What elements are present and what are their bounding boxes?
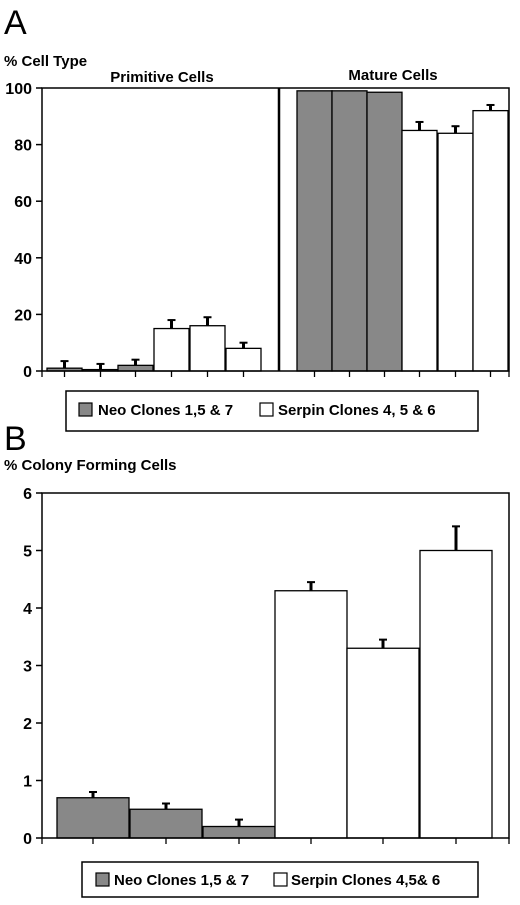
y-tick-label: 3 bbox=[23, 659, 32, 676]
bar-serpin bbox=[401, 129, 438, 372]
bar-serpin bbox=[189, 325, 226, 372]
legend-swatch-serpin bbox=[273, 872, 288, 887]
y-tick-label: 0 bbox=[23, 831, 32, 848]
bar-serpin bbox=[274, 590, 348, 839]
panel-a-y-axis-label: % Cell Type bbox=[4, 53, 87, 70]
panel-a-legend: Neo Clones 1,5 & 7 Serpin Clones 4, 5 & … bbox=[65, 390, 479, 432]
legend-swatch-neo bbox=[95, 872, 110, 887]
y-tick-label: 2 bbox=[23, 716, 32, 733]
y-tick-label: 80 bbox=[14, 138, 32, 155]
bar-serpin bbox=[437, 132, 474, 372]
bar-serpin bbox=[225, 347, 262, 372]
y-tick-label: 0 bbox=[23, 364, 32, 381]
panel-b-chart: B % Colony Forming Cells 0 1 2 3 4 5 6 Neo Clo… bbox=[4, 420, 510, 898]
y-tick-label: 6 bbox=[23, 486, 32, 503]
panel-b-y-axis-label: % Colony Forming Cells bbox=[4, 457, 177, 474]
y-tick-label: 100 bbox=[5, 81, 32, 98]
panel-b-legend: Neo Clones 1,5 & 7 Serpin Clones 4,5& 6 bbox=[81, 861, 479, 898]
bar-neo bbox=[202, 825, 276, 839]
bar-neo bbox=[117, 364, 154, 372]
legend-swatch-serpin bbox=[259, 402, 274, 417]
legend-swatch-neo bbox=[78, 402, 93, 417]
bar-serpin bbox=[472, 109, 509, 372]
bar-neo bbox=[129, 808, 203, 839]
bar-serpin bbox=[419, 549, 493, 839]
bar-neo bbox=[331, 90, 368, 372]
y-tick-label: 1 bbox=[23, 774, 32, 791]
panel-b-letter: B bbox=[4, 420, 27, 458]
legend-label-neo: Neo Clones 1,5 & 7 bbox=[114, 872, 249, 889]
bar-neo bbox=[296, 90, 333, 372]
legend-label-neo: Neo Clones 1,5 & 7 bbox=[98, 402, 233, 419]
y-tick-label: 4 bbox=[23, 601, 32, 618]
y-tick-label: 5 bbox=[23, 544, 32, 561]
group-label-primitive: Primitive Cells bbox=[110, 69, 213, 86]
panel-a-letter: A bbox=[4, 4, 27, 42]
y-tick-label: 20 bbox=[14, 307, 32, 324]
y-tick-label: 40 bbox=[14, 251, 32, 268]
panel-a-chart: A % Cell Type Primitive Cells Mature Cel… bbox=[4, 4, 510, 432]
bar-serpin bbox=[153, 327, 190, 372]
plot-frame bbox=[41, 87, 510, 372]
bar-serpin bbox=[346, 647, 420, 839]
legend-label-serpin: Serpin Clones 4,5& 6 bbox=[291, 872, 440, 889]
legend-label-serpin: Serpin Clones 4, 5 & 6 bbox=[278, 402, 436, 419]
group-label-mature: Mature Cells bbox=[348, 67, 437, 84]
y-tick-label: 60 bbox=[14, 194, 32, 211]
bar-neo bbox=[56, 797, 130, 839]
bar-neo bbox=[366, 91, 403, 372]
